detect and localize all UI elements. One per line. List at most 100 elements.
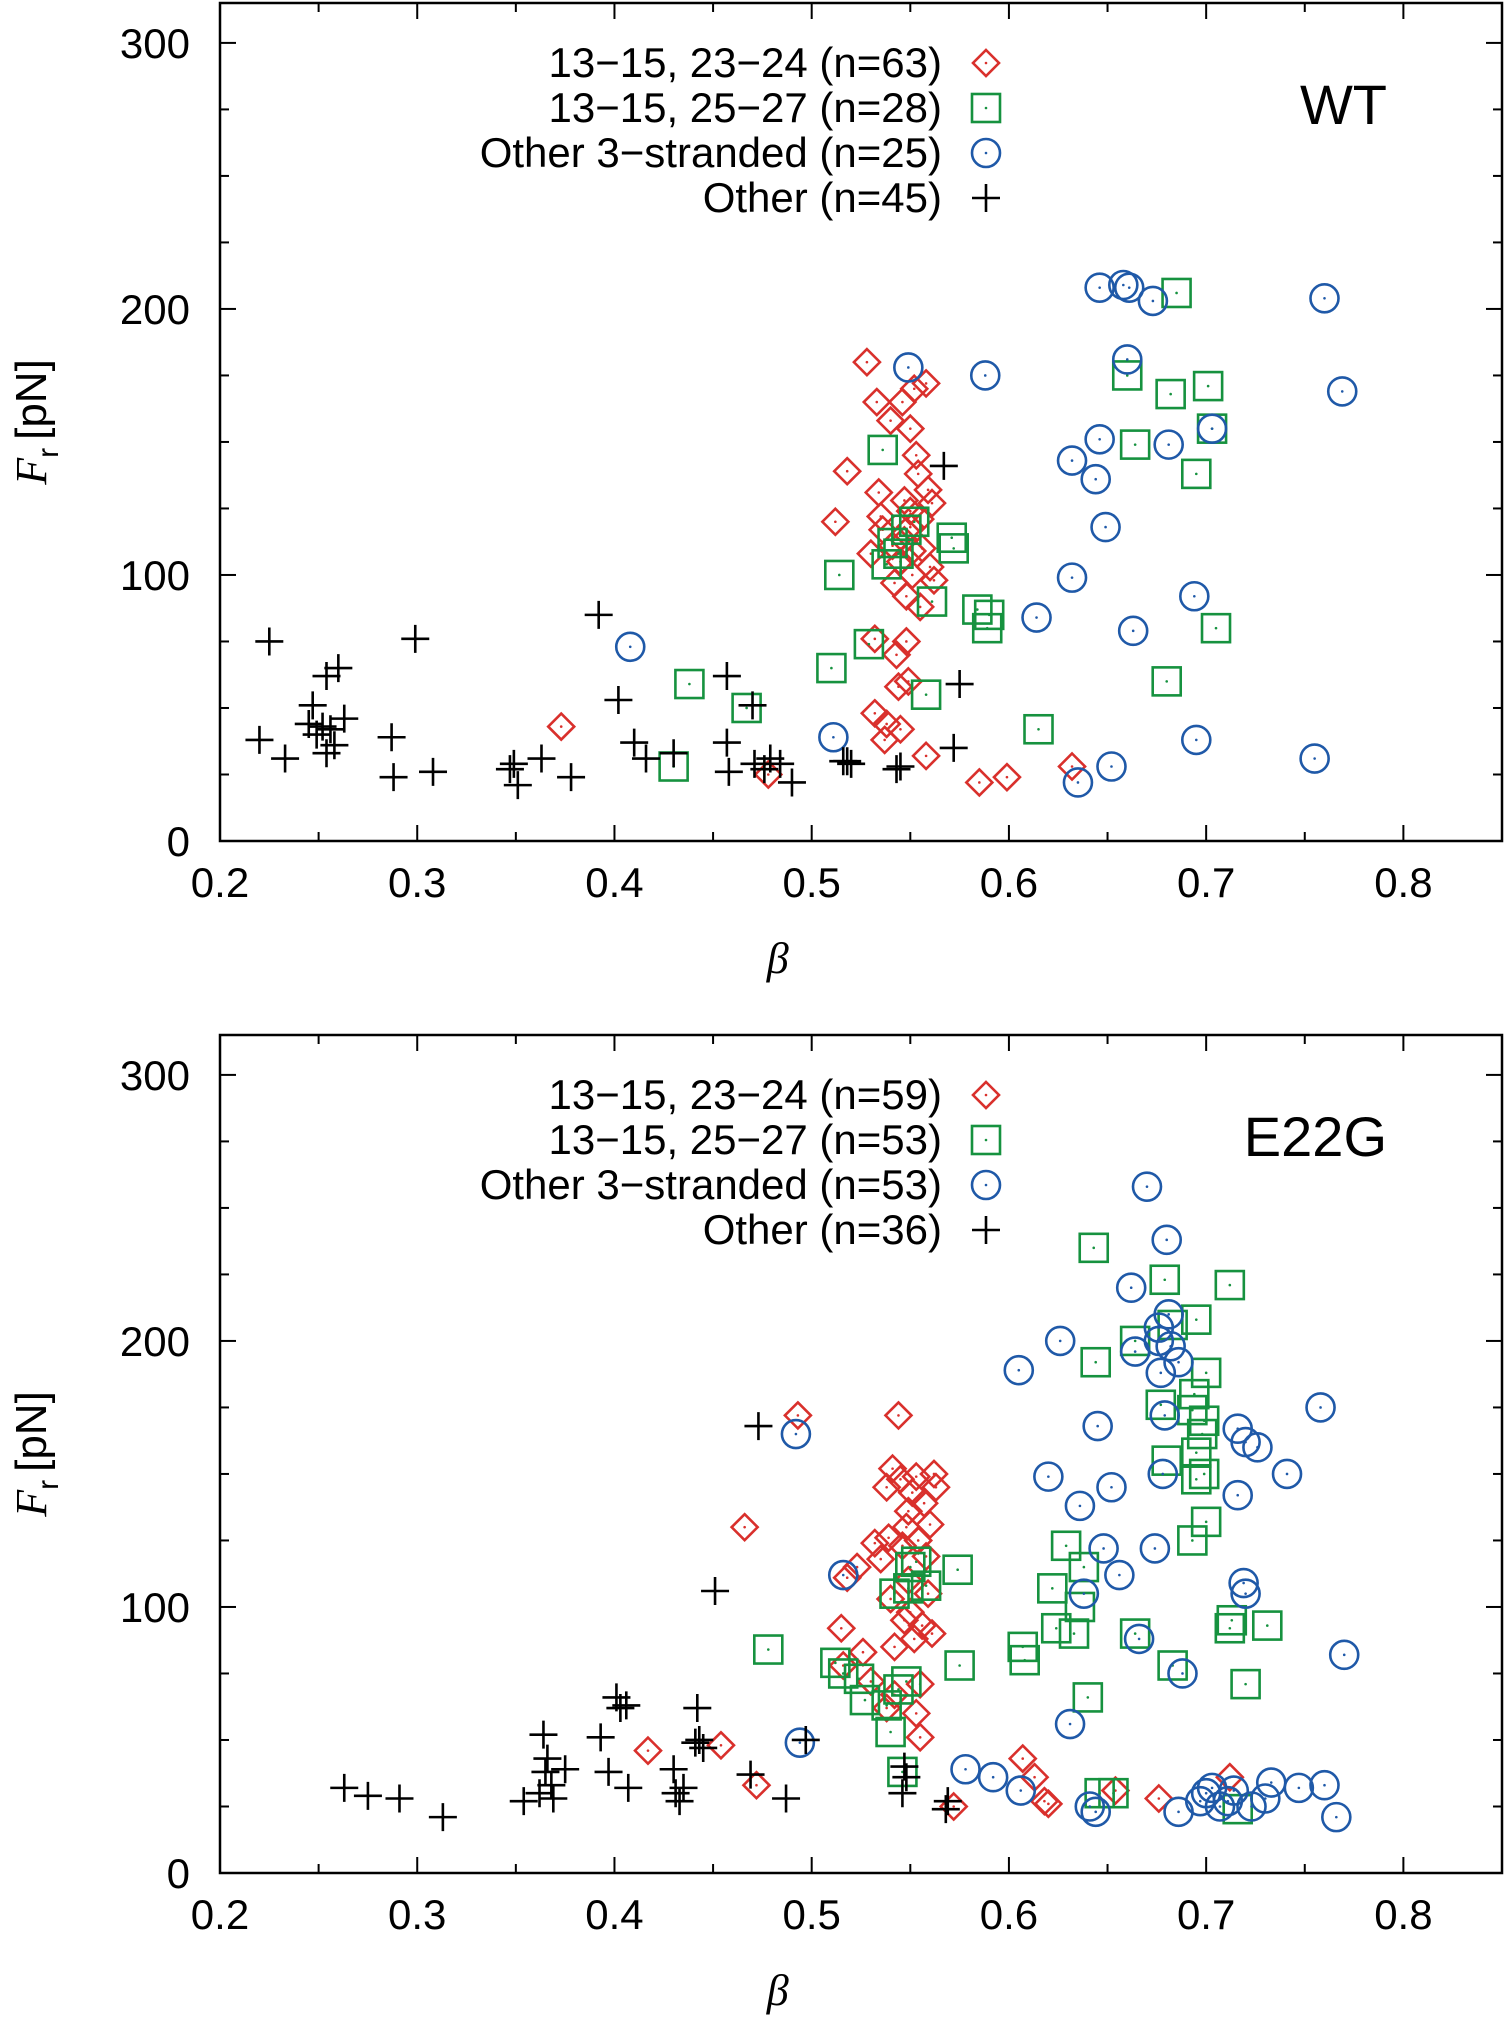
data-point-square-dot	[688, 682, 691, 686]
data-point-circle	[1147, 1458, 1179, 1490]
data-point-diamond	[1143, 1783, 1174, 1814]
data-point-square	[1080, 1346, 1112, 1378]
data-point-square-dot	[889, 1730, 892, 1734]
data-point-square-dot	[830, 666, 833, 670]
legend-label: 13−15, 25−27 (n=53)	[548, 1116, 942, 1163]
data-point-circle-dot	[1127, 286, 1131, 289]
data-point-square-dot	[767, 1648, 770, 1651]
data-point-circle-dot	[991, 1775, 995, 1779]
x-tick-label: 0.5	[782, 1891, 840, 1938]
data-point-plus	[929, 451, 958, 480]
data-point-square	[1111, 360, 1143, 391]
data-point-square	[891, 514, 922, 546]
data-point-circle-dot	[1181, 1672, 1184, 1675]
data-point-diamond-dot	[922, 1501, 926, 1505]
data-point-diamond	[1214, 1762, 1245, 1793]
data-point-square	[1214, 1269, 1246, 1301]
data-point-square	[1216, 1604, 1248, 1636]
data-point-square-dot	[905, 528, 908, 532]
data-point-square-dot	[857, 1677, 861, 1681]
data-point-square-dot	[958, 1664, 961, 1667]
data-point-diamond-dot	[889, 419, 892, 422]
data-point-square	[1230, 1668, 1261, 1700]
data-point-circle	[1328, 1639, 1360, 1671]
y-axis-title-sub: r	[32, 448, 65, 458]
data-point-diamond-dot	[767, 773, 770, 776]
data-point-circle-dot	[1133, 1350, 1137, 1353]
data-point-circle	[969, 360, 1001, 391]
data-point-diamond	[891, 581, 922, 612]
data-point-diamond	[741, 1770, 772, 1801]
data-point-diamond-dot	[916, 1539, 920, 1542]
legend-marker-plus	[972, 184, 1000, 212]
data-point-circle	[780, 1418, 812, 1450]
y-axis-title: Fr [pN]	[7, 1391, 65, 1518]
data-point-square-dot	[1191, 1539, 1194, 1542]
data-point-circle	[614, 631, 646, 663]
data-point-diamond-dot	[905, 594, 908, 598]
data-point-square	[1151, 666, 1183, 697]
data-point-plus	[712, 728, 741, 757]
data-point-plus	[302, 720, 331, 749]
data-point-diamond-dot	[1047, 1802, 1050, 1806]
data-point-circle	[1151, 1224, 1183, 1256]
data-point-circle	[1115, 1272, 1147, 1304]
data-point-circle-dot	[1210, 1786, 1214, 1790]
panel-label: WT	[1300, 73, 1387, 136]
data-point-square	[1190, 1506, 1222, 1538]
legend-marker-square	[970, 92, 1002, 124]
data-point-diamond-dot	[885, 1706, 888, 1710]
data-point-diamond-dot	[920, 1624, 924, 1627]
data-point-circle	[1222, 1479, 1254, 1511]
data-point-circle	[1309, 282, 1340, 314]
data-point-plus	[525, 1779, 554, 1808]
data-point-square	[1050, 1530, 1082, 1562]
y-axis-title-text: Fr [pN]	[7, 1391, 65, 1518]
legend-marker-diamond-dot	[984, 1093, 988, 1097]
data-point-plus	[890, 1752, 919, 1781]
data-point-circle-dot	[1323, 1783, 1326, 1787]
legend-label: Other 3−stranded (n=53)	[480, 1161, 942, 1208]
data-point-plus	[308, 712, 337, 741]
data-point-square	[1180, 458, 1212, 490]
data-point-circle	[1155, 1330, 1186, 1362]
data-point-circle	[1064, 1490, 1096, 1522]
data-point-plus	[701, 1577, 730, 1606]
data-point-square-dot	[905, 1680, 908, 1683]
data-point-square-dot	[1204, 1371, 1208, 1375]
data-point-diamond-dot	[924, 382, 928, 385]
data-point-square	[910, 679, 942, 710]
data-point-circle	[818, 721, 849, 753]
data-point-plus	[659, 1755, 688, 1784]
data-point-plus	[527, 744, 556, 773]
data-point-square-dot	[950, 536, 954, 540]
data-point-circle-dot	[1110, 1485, 1113, 1489]
data-point-diamond-dot	[901, 1544, 904, 1548]
data-point-square	[1192, 370, 1224, 402]
data-point-plus	[353, 1781, 382, 1810]
data-point-diamond-dot	[885, 1485, 888, 1489]
data-point-circle	[827, 1559, 859, 1591]
data-point-square-dot	[1194, 1318, 1198, 1321]
data-point-square-dot	[745, 706, 748, 710]
data-point-circle	[1074, 1791, 1106, 1822]
data-point-diamond-dot	[912, 1637, 916, 1641]
data-point-diamond-dot	[1005, 775, 1009, 779]
data-point-circle-dot	[1198, 1799, 1202, 1803]
data-point-diamond-dot	[909, 1610, 912, 1614]
data-point-diamond-dot	[909, 525, 912, 529]
y-tick-label: 200	[120, 1318, 190, 1365]
data-point-diamond	[901, 440, 932, 471]
data-point-circle	[1283, 1772, 1315, 1804]
data-point-diamond	[915, 1509, 945, 1540]
data-point-diamond	[885, 714, 916, 745]
data-point-diamond-dot	[910, 1491, 914, 1494]
data-point-diamond	[899, 1624, 930, 1654]
data-point-plus	[837, 749, 866, 778]
data-point-circle-dot	[1264, 1797, 1267, 1800]
data-point-square	[1078, 1232, 1110, 1264]
data-point-circle-dot	[841, 1573, 845, 1577]
data-point-circle-dot	[1340, 390, 1344, 393]
data-point-circle	[1131, 1171, 1163, 1202]
data-point-square	[849, 1684, 881, 1716]
